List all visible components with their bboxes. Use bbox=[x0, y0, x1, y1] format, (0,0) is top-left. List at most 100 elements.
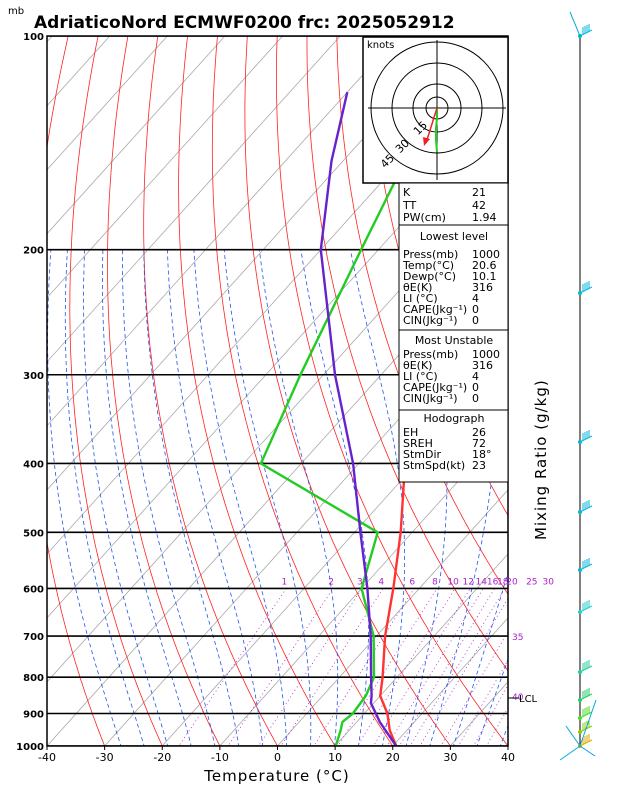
mixing-ratio-line bbox=[313, 588, 415, 746]
stat-label: StmSpd(kt) bbox=[403, 459, 465, 472]
dry-adiabat-line bbox=[275, 36, 508, 746]
mixing-ratio-label: 3 bbox=[357, 578, 363, 588]
stat-value: 0 bbox=[472, 314, 479, 327]
pressure-tick-label: 400 bbox=[23, 460, 44, 471]
mixing-ratio-line bbox=[440, 630, 508, 746]
most-unstable-rows: Press(mb) 1000 θE(K) 316 LI (°C) 4 CAPE(Jkg⁻¹)… bbox=[403, 348, 500, 405]
mixing-ratio-label: 10 bbox=[447, 578, 459, 588]
stat-label: Temp(°C) bbox=[402, 259, 454, 272]
stat-value: 316 bbox=[472, 281, 493, 294]
moist-adiabat-line bbox=[259, 249, 339, 746]
hodograph-units: knots bbox=[367, 40, 394, 51]
dry-adiabat-line bbox=[107, 36, 221, 746]
mixing-ratio-line bbox=[280, 588, 384, 746]
storm-motion-arrow bbox=[425, 107, 438, 144]
dry-adiabat-line bbox=[513, 20, 618, 761]
tt-index-label: TT bbox=[402, 199, 417, 212]
pressure-tick-label: 700 bbox=[23, 632, 44, 643]
pressure-tick-label: 300 bbox=[23, 371, 44, 382]
moist-adiabat-line bbox=[122, 249, 216, 746]
isotherm-line bbox=[47, 36, 226, 235]
hodograph-stats-rows: EH 26 SREH 72 StmDir 18° StmSpd(kt) 23 bbox=[403, 426, 492, 472]
isotherm-line bbox=[276, 489, 508, 746]
tt-index-value: 42 bbox=[472, 199, 486, 212]
stat-value: 18° bbox=[472, 448, 492, 461]
hodograph-stats-header: Hodograph bbox=[424, 412, 485, 425]
wind-barb-staff bbox=[579, 505, 593, 513]
lcl-label: LCL bbox=[519, 694, 538, 705]
mixing-ratio-label: 35 bbox=[512, 633, 523, 643]
stat-label: CAPE(Jkg⁻¹) bbox=[403, 381, 467, 394]
isotherm-line bbox=[47, 36, 284, 299]
wind-barb-staff bbox=[579, 286, 593, 294]
k-index-label: K bbox=[403, 186, 411, 199]
stat-value: 0 bbox=[472, 381, 479, 394]
isotherm-line bbox=[47, 36, 53, 43]
mixing-ratio-line bbox=[386, 588, 484, 746]
dry-adiabat-line bbox=[601, 20, 618, 761]
chart-title: AdriaticoNord ECMWF0200 frc: 2025052912 bbox=[34, 13, 455, 33]
stat-value: 23 bbox=[472, 459, 486, 472]
dry-adiabat-line bbox=[47, 744, 48, 746]
stats-panel: K 21 TT 42 PW(cm) 1.94 Lowest level Pres… bbox=[398, 182, 509, 483]
mixing-ratio-line bbox=[486, 707, 508, 746]
isotherm-line bbox=[47, 233, 508, 746]
stat-label: θE(K) bbox=[403, 281, 432, 294]
dry-adiabat-line bbox=[178, 36, 336, 746]
dry-adiabat-line bbox=[211, 36, 394, 746]
mixing-ratio-label: 25 bbox=[526, 578, 537, 588]
dry-adiabat-line bbox=[47, 36, 106, 746]
stat-label: LI (°C) bbox=[403, 292, 438, 305]
wind-barb-staff bbox=[579, 605, 593, 613]
lowest-level-header: Lowest level bbox=[420, 230, 488, 243]
mixing-ratio-line bbox=[227, 588, 334, 746]
isotherm-line bbox=[47, 36, 168, 171]
temperature-tick-label: 20 bbox=[386, 751, 400, 764]
wind-barb-staff bbox=[579, 29, 593, 37]
pressure-tick-labels: 100 200 300 400 500 600 700 800 900 1000 bbox=[16, 32, 44, 753]
temperature-tick-label: -30 bbox=[96, 751, 114, 764]
pressure-tick-label: 800 bbox=[23, 673, 44, 684]
stat-label: Press(mb) bbox=[403, 348, 458, 361]
pw-value: 1.94 bbox=[472, 211, 497, 224]
mixing-ratio-axis-label: Mixing Ratio (g/kg) bbox=[532, 379, 550, 540]
moist-adiabat-line bbox=[193, 249, 288, 746]
stats-frame bbox=[398, 182, 509, 483]
moist-adiabat-line bbox=[143, 249, 240, 746]
mixing-ratio-line bbox=[372, 588, 471, 746]
isotherm-line bbox=[47, 169, 508, 683]
isotherm-line bbox=[552, 20, 618, 761]
mixing-ratio-line bbox=[337, 588, 438, 746]
isotherm-line bbox=[219, 425, 508, 746]
temperature-tick-label: -20 bbox=[153, 751, 171, 764]
stat-label: LI (°C) bbox=[403, 370, 438, 383]
moist-adiabat-line bbox=[499, 724, 508, 746]
mixing-ratio-line bbox=[419, 597, 508, 746]
wind-barb-staff bbox=[565, 725, 581, 747]
mixing-ratio-lines bbox=[178, 588, 508, 746]
dry-adiabat-line bbox=[306, 36, 508, 672]
stat-label: CIN(Jkg⁻¹) bbox=[403, 392, 458, 405]
dry-adiabat-line bbox=[69, 36, 163, 746]
mixing-ratio-label: 16 bbox=[487, 578, 499, 588]
storm-motion-arrowhead bbox=[423, 137, 430, 146]
wind-barb-staff bbox=[579, 739, 593, 747]
mixing-ratio-label: 14 bbox=[475, 578, 487, 588]
temperature-tick-label: 40 bbox=[501, 751, 515, 764]
moist-adiabat-line bbox=[167, 249, 264, 746]
mixing-ratio-line bbox=[356, 588, 456, 746]
wind-barb-staff bbox=[579, 665, 593, 673]
mixing-ratio-line bbox=[258, 588, 363, 746]
wind-barb-staff bbox=[579, 711, 593, 719]
k-index-value: 21 bbox=[472, 186, 486, 199]
isotherm-lines bbox=[47, 20, 618, 761]
isotherm-line bbox=[47, 36, 399, 427]
stat-value: 316 bbox=[472, 359, 493, 372]
stat-label: Press(mb) bbox=[403, 248, 458, 261]
x-axis-label: Temperature (°C) bbox=[203, 767, 349, 785]
stat-label: Dewp(°C) bbox=[403, 270, 456, 283]
mixing-ratio-label: 4 bbox=[378, 578, 384, 588]
moist-adiabat-line bbox=[223, 249, 312, 746]
mixing-ratio-label: 18 bbox=[497, 578, 509, 588]
